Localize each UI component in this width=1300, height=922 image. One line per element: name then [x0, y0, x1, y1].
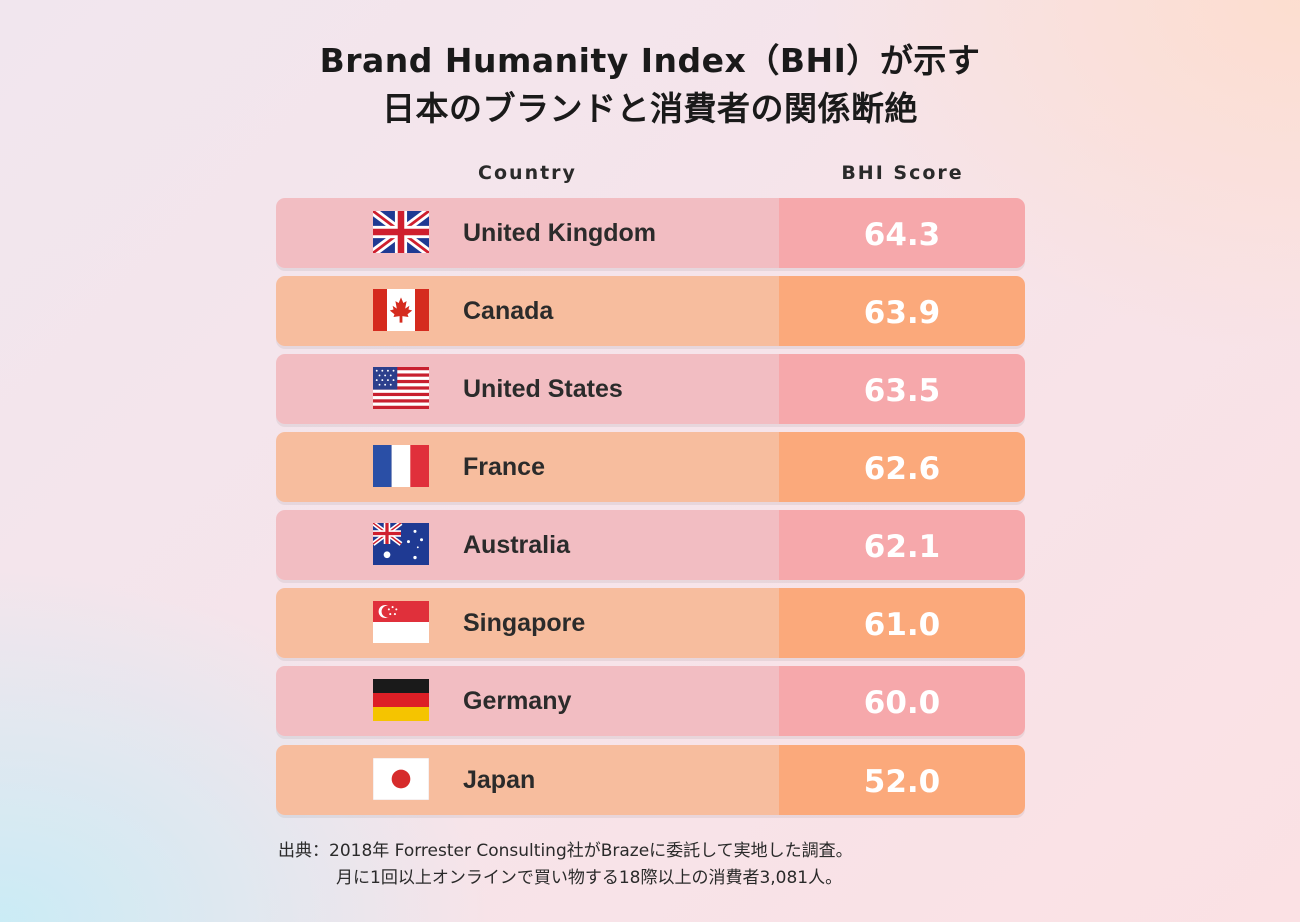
table-row: France 62.6 [276, 432, 1025, 502]
score-value: 63.5 [863, 373, 941, 409]
source-note-line-1: 出典：2018年 Forrester Consulting社がBrazeに委託し… [278, 841, 853, 861]
japan-flag-icon [373, 758, 429, 800]
country-cell: United States [276, 354, 779, 424]
country-cell: United Kingdom [276, 198, 779, 268]
score-cell: 63.9 [779, 276, 1025, 346]
us-flag-icon [373, 367, 429, 409]
score-cell: 52.0 [779, 745, 1025, 815]
chart-title-line-1: Brand Humanity Index（BHI）が示す [319, 41, 981, 80]
country-cell: Australia [276, 510, 779, 580]
score-cell: 63.5 [779, 354, 1025, 424]
column-header-bhi-score: BHI Score [841, 162, 964, 184]
australia-flag-icon [373, 523, 429, 565]
country-cell: Germany [276, 666, 779, 736]
country-name: Australia [463, 531, 570, 559]
country-name: Canada [463, 297, 554, 325]
score-value: 63.9 [863, 295, 941, 331]
canada-flag-icon [373, 289, 429, 331]
country-name: France [463, 453, 545, 481]
score-cell: 60.0 [779, 666, 1025, 736]
country-name: United Kingdom [463, 219, 657, 247]
chart-title-line-2: 日本のブランドと消費者の関係断絶 [382, 89, 918, 128]
uk-flag-icon [373, 211, 429, 253]
table-row: Germany 60.0 [276, 666, 1025, 736]
table-row: Australia 62.1 [276, 510, 1025, 580]
table-row: Canada 63.9 [276, 276, 1025, 346]
column-header-country: Country [478, 162, 577, 184]
country-name: Germany [463, 687, 572, 715]
country-name: Singapore [463, 609, 586, 637]
germany-flag-icon [373, 679, 429, 721]
score-cell: 62.1 [779, 510, 1025, 580]
country-cell: France [276, 432, 779, 502]
score-value: 64.3 [863, 217, 941, 253]
source-note-line-2: 月に1回以上オンラインで買い物する18際以上の消費者3,081人。 [336, 868, 843, 888]
score-value: 61.0 [863, 607, 941, 643]
score-value: 62.6 [863, 451, 941, 487]
country-name: Japan [463, 766, 536, 794]
table-row: Japan 52.0 [276, 745, 1025, 815]
table-row: United States 63.5 [276, 354, 1025, 424]
score-value: 52.0 [863, 764, 941, 800]
country-name: United States [463, 375, 623, 403]
country-cell: Japan [276, 745, 779, 815]
score-value: 60.0 [863, 685, 941, 721]
france-flag-icon [373, 445, 429, 487]
score-cell: 61.0 [779, 588, 1025, 658]
score-value: 62.1 [863, 529, 941, 565]
country-cell: Canada [276, 276, 779, 346]
country-cell: Singapore [276, 588, 779, 658]
score-cell: 64.3 [779, 198, 1025, 268]
score-cell: 62.6 [779, 432, 1025, 502]
table-row: United Kingdom 64.3 [276, 198, 1025, 268]
singapore-flag-icon [373, 601, 429, 643]
table-row: Singapore 61.0 [276, 588, 1025, 658]
